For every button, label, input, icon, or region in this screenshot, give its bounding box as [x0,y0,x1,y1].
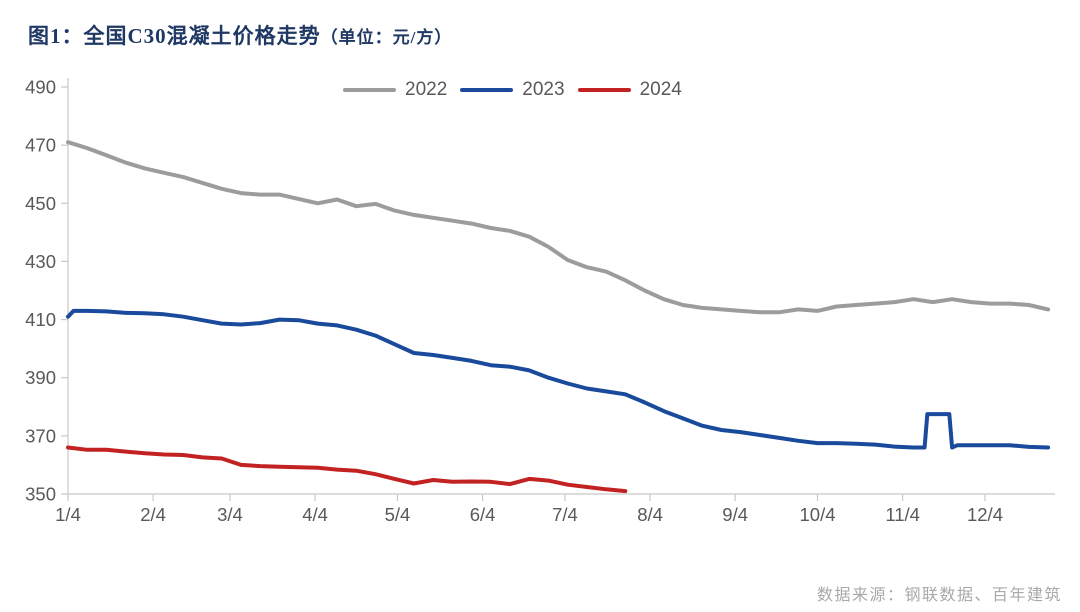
x-tick-label: 9/4 [722,504,748,525]
x-tick-label: 7/4 [552,504,578,525]
chart-title-text: 图1：全国C30混凝土价格走势 [28,24,321,48]
legend-swatch-2024 [577,88,631,92]
legend-swatch-2022 [343,88,396,92]
chart-legend: 2022 2023 2024 [343,79,682,101]
legend-label-2023: 2023 [522,79,565,100]
legend-item-2023: 2023 [460,79,565,101]
x-tick-label: 5/4 [385,504,411,525]
x-tick-label: 11/4 [885,504,920,525]
y-tick-label: 430 [25,251,56,272]
x-tick-label: 8/4 [637,504,663,525]
x-tick-label: 2/4 [140,504,166,525]
chart-title-unit: （单位：元/方） [320,28,453,47]
x-tick-label: 3/4 [217,504,243,525]
legend-label-2022: 2022 [405,79,448,100]
y-tick-label: 390 [25,367,56,388]
series-line-2022 [66,140,1051,315]
series-line-2023 [66,308,1051,450]
y-tick-label: 450 [25,193,56,214]
legend-label-2024: 2024 [639,79,682,100]
data-source-note: 数据来源：钢联数据、百年建筑 [816,587,1062,604]
y-tick-label: 410 [25,309,56,330]
y-tick-label: 470 [25,135,56,156]
x-tick-label: 1/4 [55,504,81,525]
legend-swatch-2023 [460,88,514,92]
legend-item-2024: 2024 [577,79,682,101]
y-tick-label: 350 [25,484,56,505]
chart-title: 图1：全国C30混凝土价格走势（单位：元/方） [28,20,452,50]
legend-item-2022: 2022 [343,79,447,101]
x-tick-label: 10/4 [800,504,836,525]
x-tick-label: 6/4 [470,504,496,525]
series-line-2024 [66,445,628,494]
x-tick-label: 4/4 [302,504,328,525]
y-tick-label: 490 [25,77,56,98]
y-tick-label: 370 [25,425,56,446]
x-tick-label: 12/4 [967,504,1003,525]
